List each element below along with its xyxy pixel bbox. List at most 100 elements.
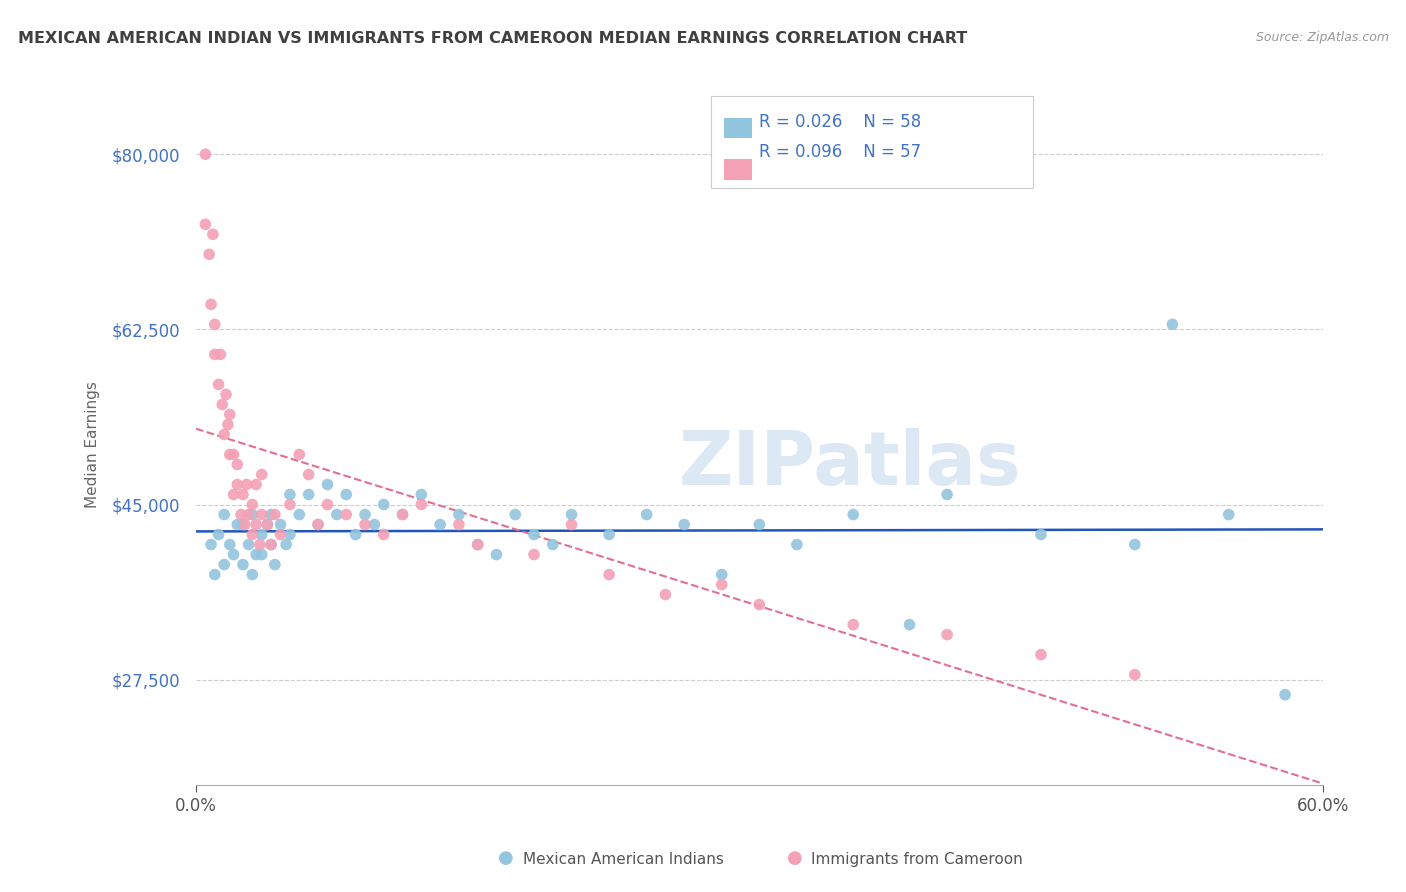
Point <box>263 558 285 572</box>
Text: ●: ● <box>786 849 803 867</box>
Point <box>673 517 696 532</box>
Point <box>235 477 257 491</box>
Point <box>233 517 256 532</box>
Point <box>288 448 311 462</box>
Point <box>270 527 292 541</box>
Point <box>232 558 254 572</box>
Point <box>710 577 733 591</box>
Point <box>226 477 249 491</box>
Point <box>232 517 254 532</box>
Point <box>710 567 733 582</box>
Point <box>245 477 267 491</box>
Text: ZIPatlas: ZIPatlas <box>678 428 1021 501</box>
Y-axis label: Median Earnings: Median Earnings <box>86 381 100 508</box>
Point <box>411 498 433 512</box>
Point <box>200 537 222 551</box>
Text: Mexican American Indians: Mexican American Indians <box>523 852 724 867</box>
Point <box>842 617 865 632</box>
Point <box>229 508 252 522</box>
Point <box>245 517 267 532</box>
Point <box>523 548 546 562</box>
Point <box>207 377 229 392</box>
Point <box>278 487 301 501</box>
Point <box>211 397 233 411</box>
Point <box>215 387 238 401</box>
Point <box>307 517 329 532</box>
Point <box>256 517 278 532</box>
Point <box>447 508 470 522</box>
Point <box>207 527 229 541</box>
Point <box>250 508 273 522</box>
Point <box>218 537 240 551</box>
Point <box>260 537 283 551</box>
Text: MEXICAN AMERICAN INDIAN VS IMMIGRANTS FROM CAMEROON MEDIAN EARNINGS CORRELATION : MEXICAN AMERICAN INDIAN VS IMMIGRANTS FR… <box>18 31 967 46</box>
Point <box>391 508 413 522</box>
Point <box>307 517 329 532</box>
Point <box>898 617 921 632</box>
Point <box>194 147 217 161</box>
Point <box>204 318 226 332</box>
Point <box>447 517 470 532</box>
Point <box>232 487 254 501</box>
Point <box>344 527 367 541</box>
Point <box>278 498 301 512</box>
Point <box>326 508 349 522</box>
Point <box>226 517 249 532</box>
Point <box>263 508 285 522</box>
Text: Source: ZipAtlas.com: Source: ZipAtlas.com <box>1256 31 1389 45</box>
Point <box>541 537 564 551</box>
Point <box>278 527 301 541</box>
Point <box>523 527 546 541</box>
Point <box>198 247 221 261</box>
Point <box>1218 508 1240 522</box>
Point <box>212 427 235 442</box>
Text: R = 0.026    N = 58: R = 0.026 N = 58 <box>759 113 921 131</box>
Point <box>212 558 235 572</box>
Point <box>316 498 339 512</box>
Point <box>636 508 658 522</box>
Point <box>217 417 239 432</box>
Point <box>238 508 260 522</box>
Point <box>249 537 271 551</box>
Point <box>467 537 489 551</box>
Point <box>222 448 245 462</box>
Point <box>298 487 321 501</box>
Point <box>204 567 226 582</box>
Point <box>222 487 245 501</box>
Point <box>598 567 620 582</box>
Point <box>256 517 278 532</box>
Point <box>354 517 377 532</box>
Point <box>391 508 413 522</box>
Point <box>373 527 395 541</box>
Text: R = 0.096    N = 57: R = 0.096 N = 57 <box>759 144 921 161</box>
Point <box>276 537 298 551</box>
Point <box>561 517 583 532</box>
Point <box>260 508 283 522</box>
Point <box>260 537 283 551</box>
Point <box>748 598 770 612</box>
Text: ●: ● <box>498 849 515 867</box>
Point <box>335 508 357 522</box>
Point <box>288 508 311 522</box>
Point <box>936 627 959 641</box>
Point <box>373 498 395 512</box>
Point <box>748 517 770 532</box>
Point <box>786 537 808 551</box>
Point <box>485 548 508 562</box>
Point <box>1123 537 1146 551</box>
Point <box>218 408 240 422</box>
Point <box>194 217 217 231</box>
Point <box>270 517 292 532</box>
Point <box>467 537 489 551</box>
Point <box>250 467 273 482</box>
Point <box>503 508 526 522</box>
Point <box>209 347 232 361</box>
Point <box>1123 667 1146 681</box>
Point <box>842 508 865 522</box>
Point <box>201 227 224 242</box>
Point <box>212 508 235 522</box>
Point <box>1274 688 1296 702</box>
Point <box>654 588 676 602</box>
Point <box>1029 648 1052 662</box>
Point <box>298 467 321 482</box>
